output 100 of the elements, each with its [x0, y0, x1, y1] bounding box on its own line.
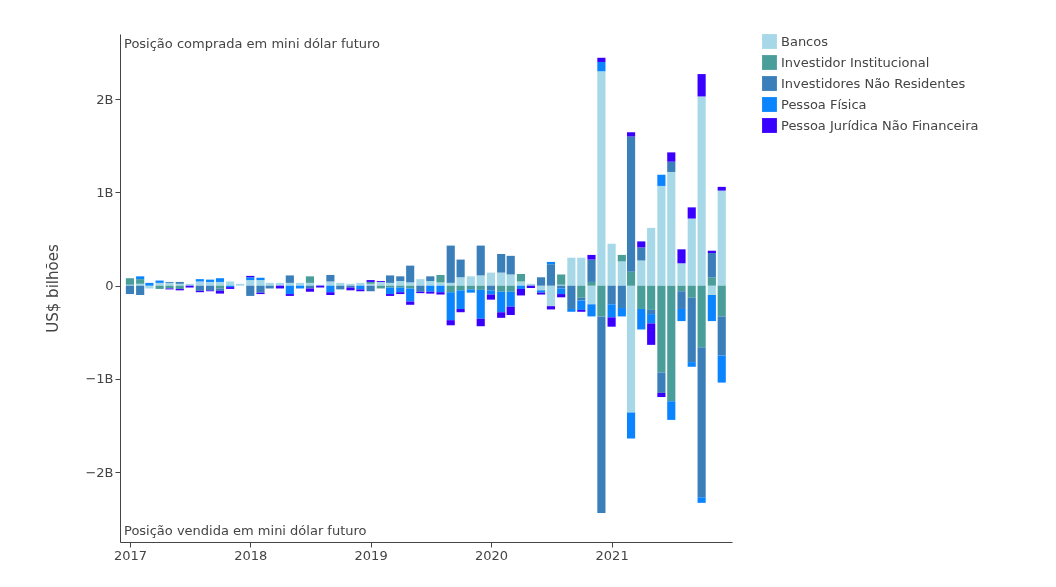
bar	[416, 279, 425, 286]
bar	[577, 297, 586, 301]
legend-label: Bancos	[781, 33, 829, 49]
bar	[466, 289, 475, 293]
annotation: Posição vendida em mini dólar futuro	[124, 523, 367, 538]
bar	[246, 285, 255, 296]
bar	[476, 289, 485, 319]
legend-label: Pessoa Jurídica Não Financeira	[781, 117, 979, 133]
bar	[285, 275, 294, 283]
bar	[516, 274, 526, 282]
bar	[436, 285, 445, 293]
bar	[626, 285, 636, 413]
bar	[637, 260, 646, 286]
bar	[486, 272, 496, 286]
bar	[557, 274, 566, 285]
bar	[667, 152, 676, 162]
bar	[637, 285, 646, 309]
bar	[486, 294, 496, 300]
y-tick-label: −1B	[85, 371, 114, 387]
bar	[647, 309, 656, 315]
bar	[567, 308, 576, 312]
bar	[125, 278, 135, 285]
bar	[436, 274, 445, 283]
bar	[466, 276, 475, 286]
bar	[626, 412, 636, 439]
bar	[426, 276, 435, 282]
bar	[697, 497, 706, 503]
bar	[426, 281, 435, 286]
bar	[226, 281, 235, 286]
bar	[577, 300, 586, 310]
bar	[436, 292, 445, 295]
bar	[136, 285, 145, 295]
bar	[285, 282, 294, 286]
bar	[677, 285, 686, 292]
y-tick-label: 0	[105, 278, 114, 294]
bar	[597, 71, 606, 286]
bar	[697, 347, 706, 498]
bar	[707, 294, 716, 322]
bar	[446, 292, 455, 321]
bar	[476, 318, 485, 327]
bar	[546, 264, 556, 286]
bar	[626, 132, 636, 137]
bar	[246, 280, 255, 286]
bar	[637, 247, 646, 261]
x-tick-label: 2018	[234, 547, 268, 563]
bar	[587, 281, 596, 286]
bar	[597, 316, 606, 514]
bar	[256, 277, 265, 281]
bar	[597, 61, 606, 72]
bar	[617, 254, 626, 262]
bar	[396, 276, 405, 282]
bar	[657, 392, 666, 398]
bar	[587, 304, 596, 317]
bar	[707, 253, 716, 278]
bar	[607, 317, 616, 327]
bar	[446, 282, 455, 286]
bar	[476, 285, 485, 290]
bar	[677, 291, 686, 309]
bar	[456, 259, 465, 278]
bar	[326, 274, 335, 282]
x-tick-label: 2020	[474, 547, 508, 563]
bar	[687, 207, 696, 219]
bar	[497, 312, 506, 318]
bar	[136, 276, 145, 280]
bar	[136, 279, 145, 284]
bar	[326, 285, 335, 293]
bar	[506, 291, 515, 307]
x-tick-label: 2017	[113, 547, 147, 563]
bar	[687, 218, 696, 286]
bar	[717, 190, 726, 286]
bar	[446, 285, 455, 293]
bar	[607, 285, 616, 305]
bar	[567, 285, 576, 309]
bar	[717, 285, 726, 317]
bar	[667, 161, 676, 172]
legend-label: Pessoa Física	[781, 96, 867, 112]
bar	[326, 292, 335, 295]
bar	[456, 290, 465, 309]
bar	[336, 282, 345, 286]
bar	[385, 287, 395, 295]
bar	[215, 278, 225, 282]
bar	[667, 401, 676, 420]
bar	[577, 285, 586, 298]
bar	[607, 243, 616, 286]
bar	[416, 285, 425, 292]
bar	[657, 372, 666, 393]
bar	[497, 253, 506, 273]
x-tick-label: 2019	[354, 547, 388, 563]
bar	[436, 282, 445, 286]
bar	[647, 323, 656, 345]
bar	[667, 285, 676, 402]
bar	[707, 277, 716, 286]
bar	[446, 245, 455, 283]
bar	[125, 285, 135, 295]
bar	[497, 285, 506, 292]
bar	[687, 297, 696, 363]
bar	[637, 308, 646, 330]
y-tick-label: 1B	[96, 184, 114, 200]
legend-label: Investidores Não Residentes	[781, 75, 966, 91]
bar	[285, 285, 294, 295]
